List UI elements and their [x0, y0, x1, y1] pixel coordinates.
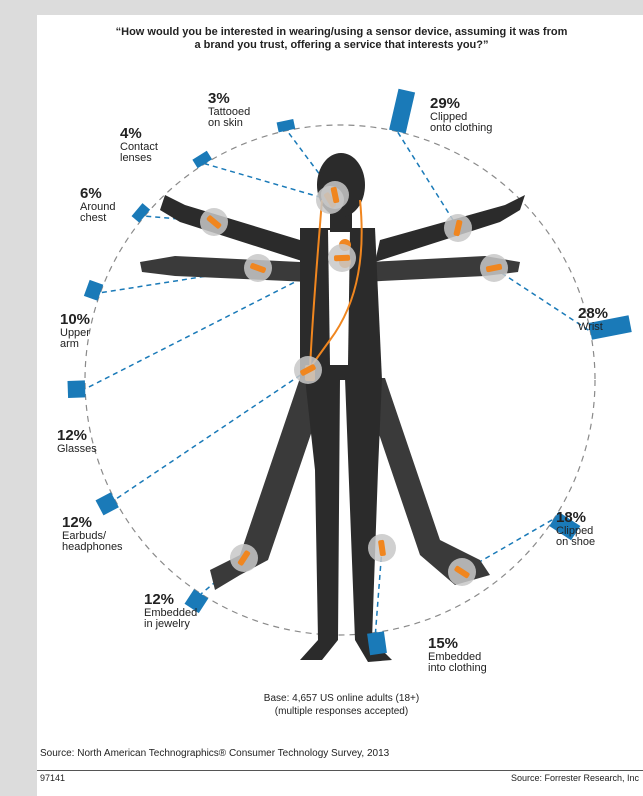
device-icon [330, 186, 340, 204]
device-icon [453, 219, 463, 237]
device-icon [333, 254, 351, 262]
figure-code: 97141 [40, 773, 66, 783]
value-bar [83, 279, 104, 301]
connector-line [396, 131, 459, 229]
percent-value: 12% [57, 427, 88, 444]
source-left: Source: North American Technographics® C… [40, 748, 390, 759]
category-name-line: Glasses [57, 443, 97, 455]
source-right: Source: Forrester Research, Inc [510, 773, 639, 783]
value-bar [276, 119, 296, 133]
device-icon [250, 263, 266, 273]
percent-value: 3% [208, 90, 230, 107]
category-label: 28% Wrist [578, 306, 608, 333]
base-note-line-2: (multiple responses accepted) [274, 706, 409, 717]
category-name-line: headphones [62, 541, 123, 553]
category-name-line: Embedded [428, 651, 482, 663]
connector-line [114, 369, 309, 501]
value-bar [367, 631, 387, 656]
category-label: 18% Clipped on shoe [556, 510, 595, 548]
chart-card [37, 15, 643, 796]
category-name-line: Clipped [556, 525, 594, 537]
category-name-line: Earbuds/ [62, 530, 107, 542]
percent-value: 12% [144, 591, 175, 608]
figure-legs-straight [300, 378, 392, 662]
category-label: 15% Embedded into clothing [428, 636, 487, 674]
device-icon [485, 263, 503, 273]
device-icon [300, 364, 316, 376]
device-icon [206, 215, 222, 229]
human-figure-silhouette [140, 153, 525, 662]
dashed-circle [84, 124, 596, 636]
value-bar [95, 492, 119, 516]
category-name-line: Embedded [144, 607, 198, 619]
connector-line [493, 267, 591, 332]
category-name-line: into clothing [428, 662, 487, 674]
category-name-line: Contact [120, 141, 158, 153]
chart-title-line-1: “How would you be interested in wearing/… [115, 26, 568, 38]
category-name-line: Clipped [430, 111, 468, 123]
value-bar [389, 88, 416, 134]
percent-value: 10% [60, 311, 91, 328]
footer-rule [37, 770, 643, 771]
value-bar [192, 150, 213, 169]
category-name-line: in jewelry [144, 618, 190, 630]
value-bar [549, 511, 581, 541]
figure-legs-spread [210, 378, 490, 590]
value-bar [131, 203, 151, 223]
category-label: 3% Tattooed on skin [208, 91, 250, 129]
category-name-line: on shoe [556, 536, 596, 548]
connector-line [204, 163, 331, 201]
percent-value: 29% [430, 95, 461, 112]
category-name-line: lenses [120, 152, 152, 164]
percent-value: 6% [80, 185, 102, 202]
category-label: 12% Embedded in jewelry [144, 592, 197, 630]
device-icon [237, 550, 251, 566]
earbud-wire [309, 199, 363, 371]
percent-value: 28% [578, 305, 609, 322]
device-icon [378, 539, 386, 557]
category-name-line: Wrist [578, 321, 603, 333]
percent-value: 15% [428, 635, 459, 652]
percent-value: 18% [556, 509, 587, 526]
category-label: 6% Around chest [80, 186, 115, 224]
category-name-line: Around [80, 201, 116, 213]
device-icon [454, 565, 470, 579]
category-name-line: chest [80, 212, 107, 224]
category-label: 29% Clipped onto clothing [430, 96, 492, 134]
figure-lower-arms [140, 256, 520, 282]
value-bar [184, 589, 209, 614]
category-name-line: Tattooed [208, 106, 251, 118]
chart-title-line-2: a brand you trust, offering a service th… [194, 39, 489, 51]
percent-value: 12% [62, 514, 93, 531]
category-label: 4% Contact lenses [120, 126, 158, 164]
base-note-line-1: Base: 4,657 US online adults (18+) [263, 693, 420, 704]
percent-value: 4% [120, 125, 142, 142]
category-label: 12% Glasses [57, 428, 97, 455]
category-name-line: Upper [60, 327, 90, 339]
category-label: 10% Upper arm [60, 312, 90, 350]
category-name-line: arm [60, 338, 79, 350]
value-bar [67, 380, 86, 399]
value-bar [588, 315, 632, 340]
category-name-line: on skin [208, 117, 243, 129]
category-label: 12% Earbuds/headphones [62, 515, 123, 553]
category-name-line: onto clothing [430, 122, 493, 134]
